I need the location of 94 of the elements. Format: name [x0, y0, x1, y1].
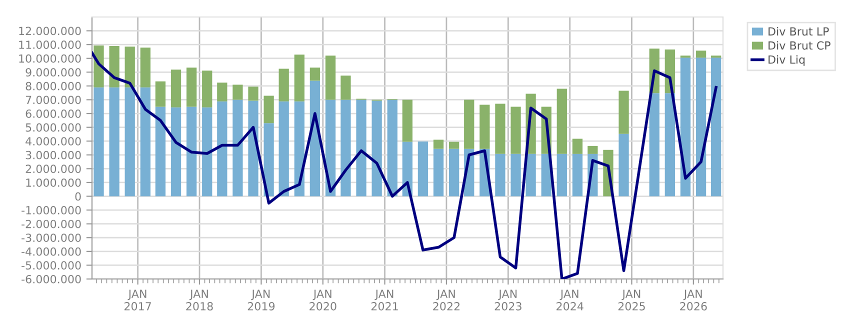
y-tick-label: -6.000.000 — [22, 274, 81, 284]
bar — [510, 154, 521, 196]
bar — [310, 68, 320, 81]
bar — [325, 56, 336, 100]
bar — [294, 54, 304, 102]
x-tick-label: JAN 2022 — [433, 290, 460, 310]
bar — [387, 100, 398, 196]
bar — [202, 107, 212, 196]
legend-label: Div Brut CP — [768, 41, 830, 50]
bar — [202, 70, 212, 108]
y-tick-label: -1.000.000 — [22, 206, 81, 214]
y-tick-label: 1.000.000 — [26, 178, 81, 187]
bar — [696, 50, 706, 58]
y-tick-label: 2.000.000 — [26, 164, 81, 174]
bar — [217, 101, 228, 196]
x-tick-label: JAN 2024 — [556, 290, 584, 310]
bar — [124, 46, 135, 88]
y-tick-label: -3.000.000 — [22, 234, 81, 242]
bar — [510, 106, 521, 154]
bar — [588, 146, 598, 154]
x-tick-label: JAN 2018 — [186, 290, 213, 310]
bar — [618, 90, 629, 134]
legend-label: Div Liq — [768, 55, 805, 66]
bar — [572, 138, 583, 154]
x-tick-label: JAN 2023 — [494, 290, 522, 310]
bar — [340, 100, 351, 196]
bar — [264, 123, 274, 196]
bar — [186, 68, 197, 107]
y-tick-label: 0 — [75, 192, 81, 201]
legend-label: Div Brut LP — [768, 27, 829, 36]
bar — [572, 154, 583, 196]
bar — [680, 58, 691, 196]
bar — [433, 148, 444, 196]
y-tick-label: 11.000.000 — [19, 40, 81, 49]
bar — [109, 87, 120, 196]
bar — [418, 142, 428, 196]
bar — [155, 106, 166, 196]
line-series — [92, 51, 718, 279]
x-tick-label: JAN 2026 — [680, 290, 707, 310]
x-tick-label: JAN 2019 — [248, 290, 275, 310]
bar — [170, 70, 182, 108]
y-tick-label: 7.000.000 — [26, 96, 81, 104]
bar — [264, 96, 274, 124]
bar — [449, 148, 460, 196]
bar — [248, 100, 258, 196]
bar — [526, 154, 536, 196]
x-tick-label: JAN 2017 — [124, 290, 151, 310]
y-tick-label: -4.000.000 — [22, 247, 81, 256]
bar — [495, 104, 506, 154]
bar — [186, 106, 197, 196]
y-tick-label: 9.000.000 — [26, 68, 81, 77]
y-tick-label: 12.000.000 — [19, 26, 81, 36]
bar — [402, 100, 412, 142]
bar — [170, 107, 182, 196]
y-tick-label: 6.000.000 — [26, 110, 81, 118]
bar — [449, 142, 460, 149]
bar — [556, 88, 567, 154]
bar — [325, 100, 336, 196]
y-tick-label: -5.000.000 — [22, 261, 81, 270]
bar — [294, 101, 304, 196]
bar — [649, 93, 660, 196]
bar — [94, 87, 104, 196]
y-tick-label: 10.000.000 — [19, 54, 81, 63]
bar — [232, 100, 243, 196]
bar — [124, 87, 135, 196]
y-tick-label: -2.000.000 — [22, 220, 81, 228]
bar — [232, 84, 243, 100]
bar — [433, 140, 444, 149]
bar — [372, 100, 382, 196]
bar — [556, 154, 567, 196]
bar — [217, 82, 228, 102]
bar — [140, 87, 150, 196]
bar — [278, 101, 289, 196]
y-tick-label: 3.000.000 — [26, 150, 81, 160]
bar — [480, 104, 490, 149]
bar — [155, 81, 166, 107]
bar — [278, 68, 289, 102]
bar — [696, 58, 706, 196]
bar — [248, 86, 258, 101]
x-tick-label: JAN 2021 — [371, 290, 398, 310]
y-tick-label: 5.000.000 — [26, 123, 81, 132]
bar — [140, 48, 150, 88]
bar — [464, 100, 474, 149]
bar — [711, 58, 722, 196]
bar — [340, 76, 351, 100]
bar — [495, 154, 506, 196]
bar — [109, 46, 120, 88]
bar — [664, 93, 675, 196]
y-tick-label: 4.000.000 — [26, 137, 81, 146]
bar — [356, 100, 366, 196]
x-tick-label: JAN 2025 — [618, 290, 645, 310]
x-tick-label: JAN 2020 — [310, 290, 336, 310]
y-tick-label: 8.000.000 — [26, 82, 81, 90]
bar — [618, 134, 629, 196]
